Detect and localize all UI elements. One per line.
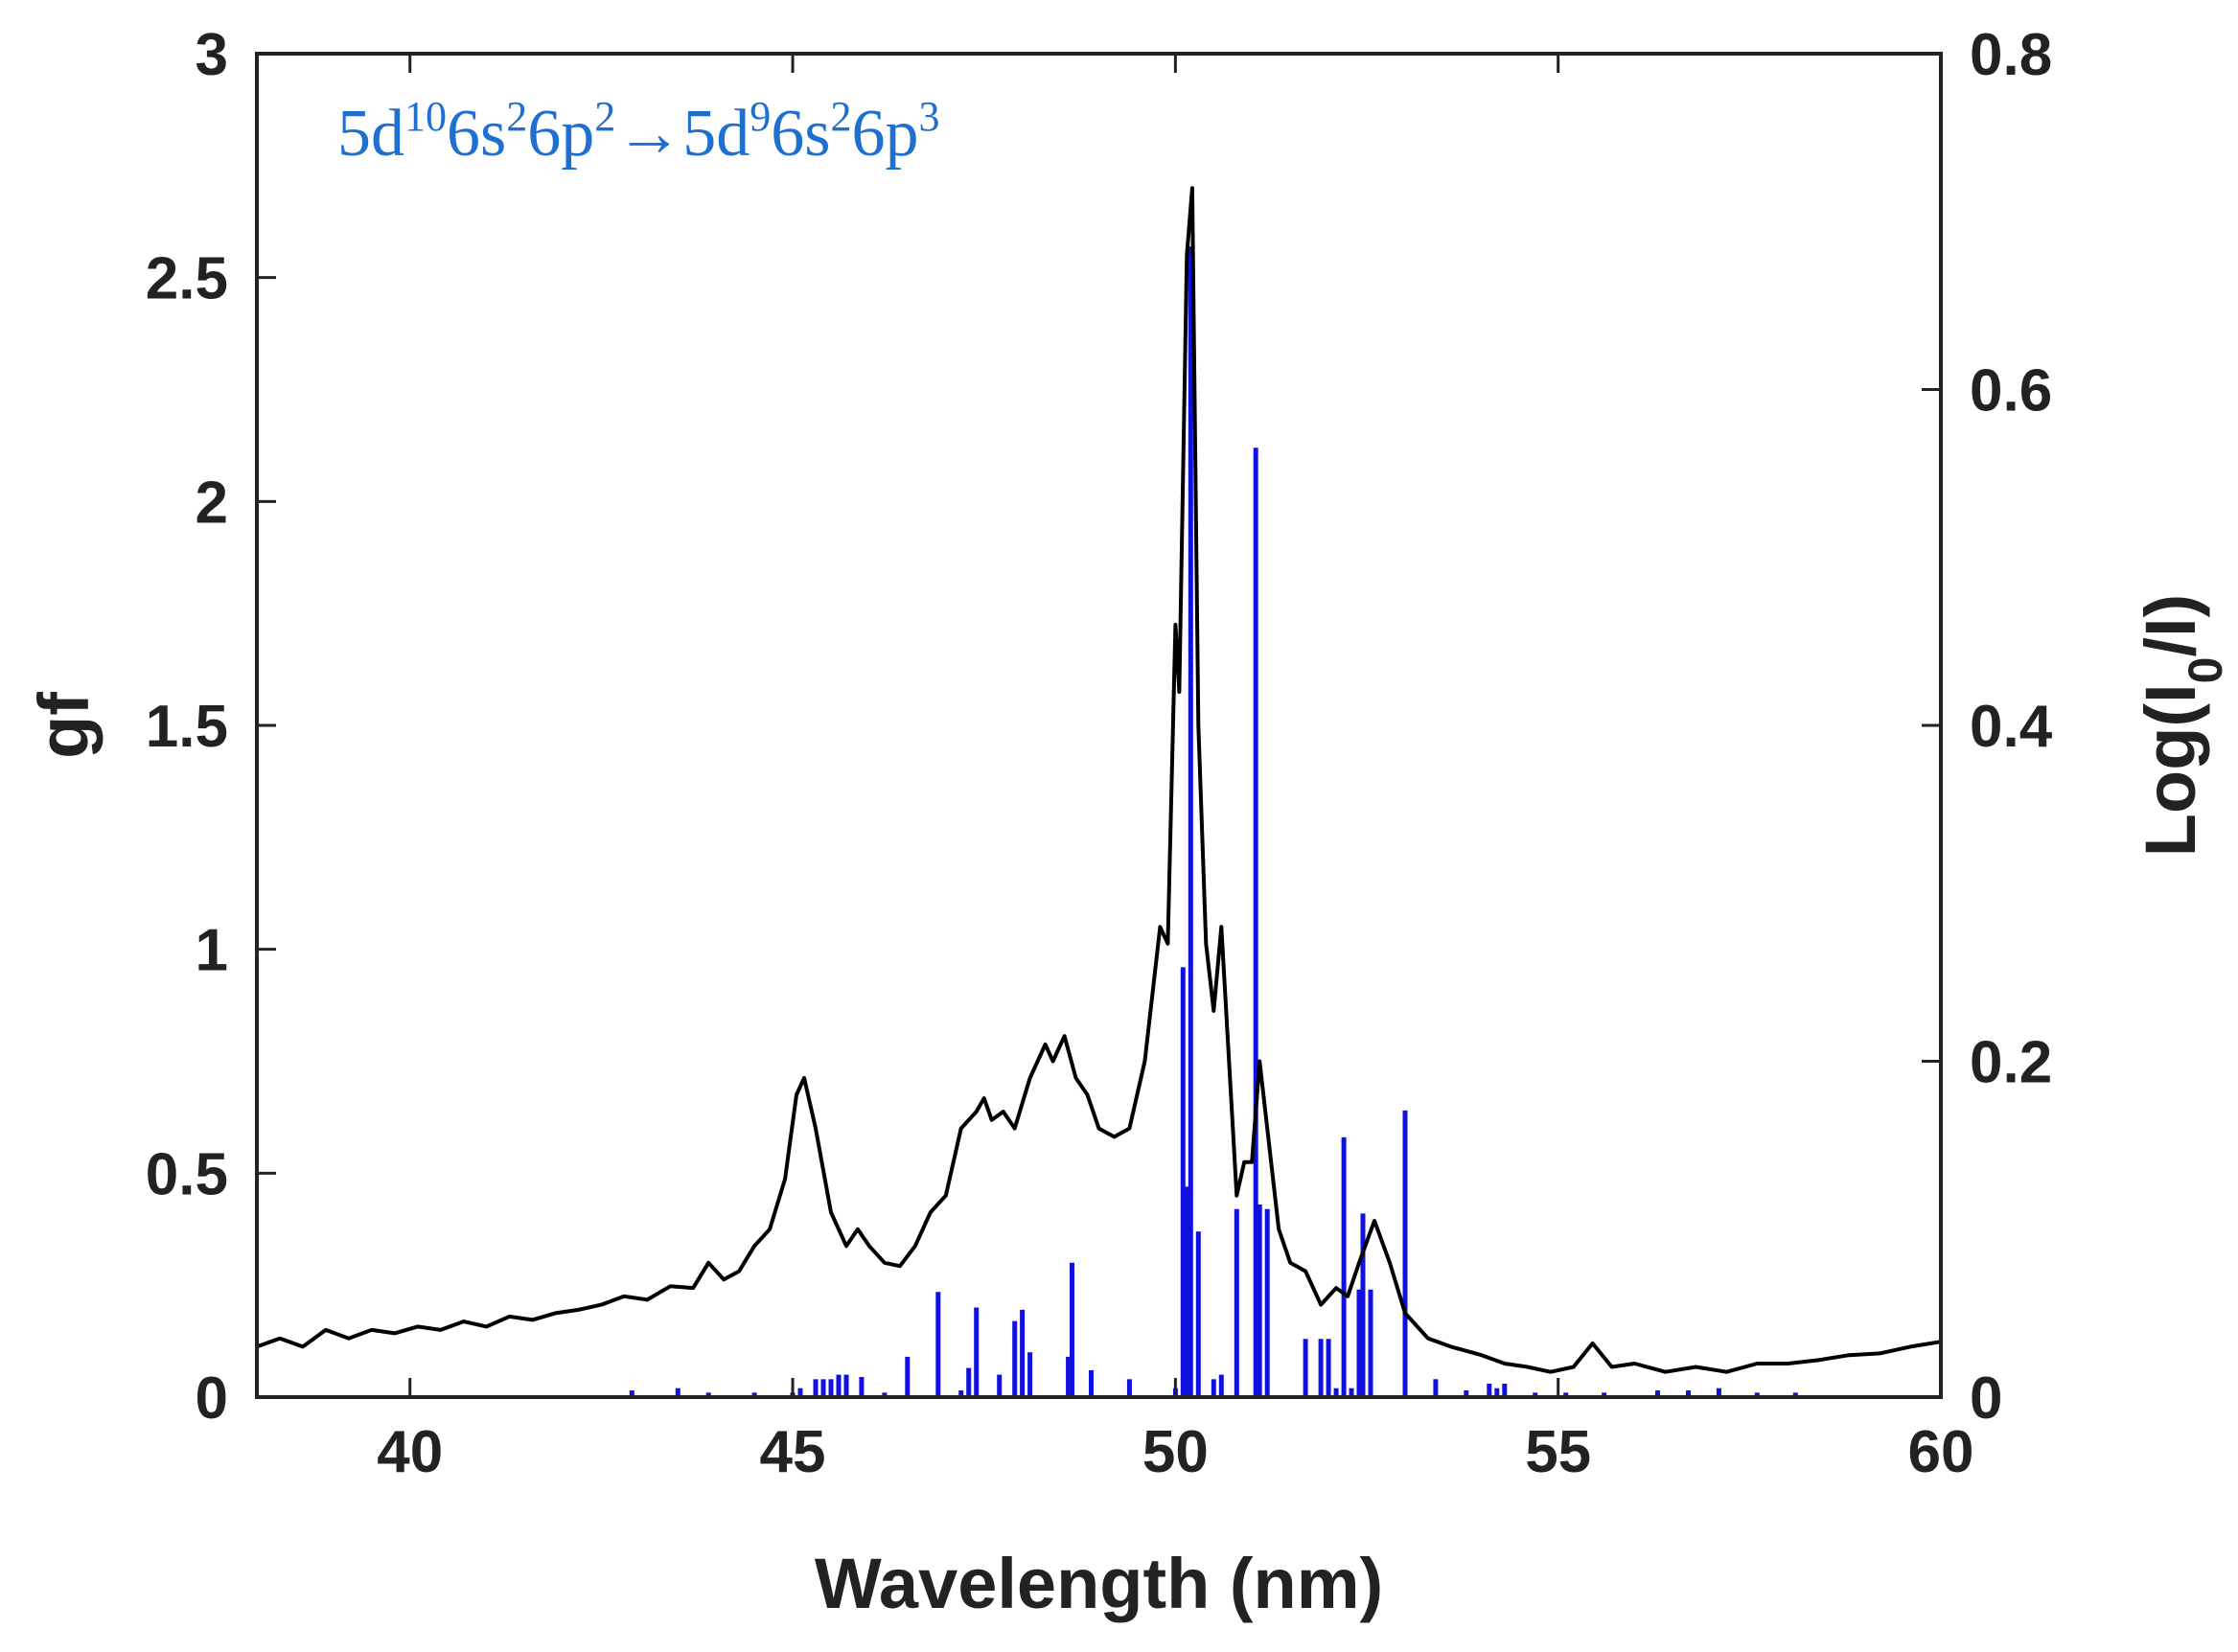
annotation-superscript: 3 <box>919 93 940 140</box>
y-right-title-sub: 0 <box>2179 657 2232 684</box>
x-tick-label-55: 55 <box>1525 1419 1591 1485</box>
annotation-text: 6p <box>852 97 919 171</box>
annotation-text: 6s <box>447 97 506 171</box>
y-left-tick-label-0.5: 0.5 <box>146 1141 228 1207</box>
x-tick-label-60: 60 <box>1908 1419 1974 1485</box>
gf-stick-series <box>629 246 1798 1397</box>
annotation-text: 6s <box>771 97 830 171</box>
annotation-text: →5d <box>615 97 750 171</box>
x-tick-label-40: 40 <box>377 1419 443 1485</box>
y-right-tick-label-0: 0 <box>1970 1365 2002 1432</box>
annotation-text: 5d <box>337 97 404 171</box>
absorbance-line-series <box>256 186 1942 1374</box>
y-left-tick-label-2: 2 <box>196 470 228 536</box>
x-tick-label-45: 45 <box>760 1419 826 1485</box>
annotation-superscript: 9 <box>750 93 771 140</box>
annotation-superscript: 2 <box>831 93 852 140</box>
annotation-superscript: 2 <box>594 93 615 140</box>
annotation-superscript: 2 <box>506 93 527 140</box>
y-left-axis-title: gf <box>24 692 104 759</box>
transition-annotation: 5d106s26p2→5d96s26p3 <box>337 93 940 171</box>
y-left-tick-label-0: 0 <box>196 1365 228 1432</box>
y-left-tick-label-1.5: 1.5 <box>146 694 228 760</box>
y-left-tick-labels: 0 0.5 1 1.5 2 2.5 3 <box>146 22 228 1432</box>
y-right-tick-label-0.4: 0.4 <box>1970 694 2053 760</box>
y-right-title-base: Log(I <box>2131 683 2210 857</box>
x-tick-label-50: 50 <box>1142 1419 1209 1485</box>
x-tick-labels: 40 45 50 55 60 <box>377 1419 1973 1485</box>
y-left-tick-label-3: 3 <box>196 22 228 88</box>
y-right-tick-label-0.2: 0.2 <box>1970 1030 2052 1096</box>
axis-ticks <box>257 52 1943 1399</box>
y-right-tick-labels: 0 0.2 0.4 0.6 0.8 <box>1970 22 2053 1432</box>
y-left-tick-label-2.5: 2.5 <box>146 246 228 312</box>
y-right-axis-title: Log(I0/I) <box>2131 594 2232 857</box>
annotation-superscript: 10 <box>404 93 447 140</box>
y-right-tick-label-0.8: 0.8 <box>1970 22 2052 88</box>
y-left-tick-label-1: 1 <box>196 918 228 984</box>
annotation-text: 6p <box>527 97 594 171</box>
y-right-tick-label-0.6: 0.6 <box>1970 358 2052 424</box>
x-axis-title: Wavelength (nm) <box>815 1544 1383 1623</box>
y-right-title-tail: /I) <box>2131 594 2210 657</box>
